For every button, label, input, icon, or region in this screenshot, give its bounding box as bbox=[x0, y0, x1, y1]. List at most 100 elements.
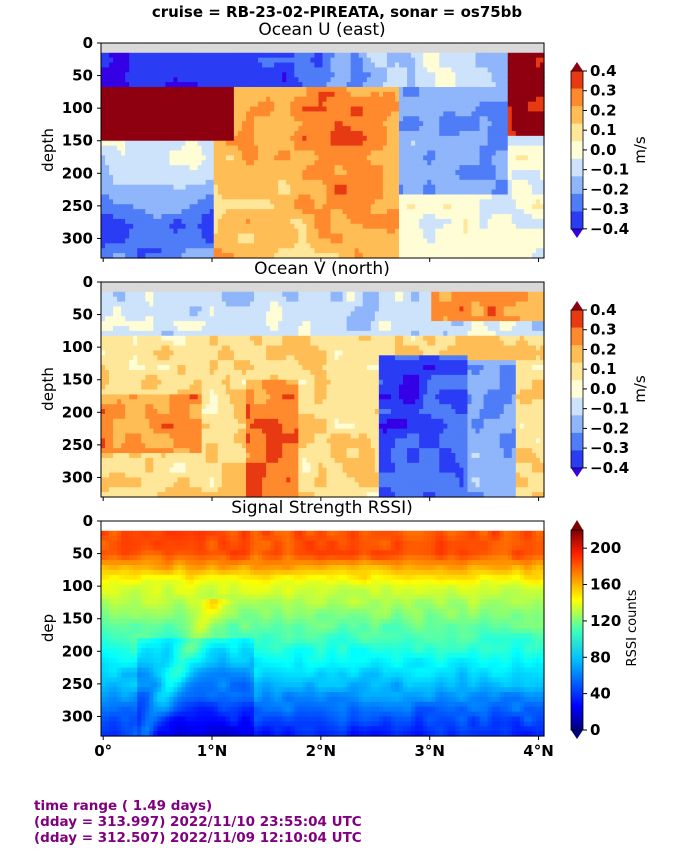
heatmap-cell bbox=[379, 175, 384, 180]
heatmap-cell bbox=[161, 126, 166, 131]
heatmap-cell bbox=[149, 238, 154, 243]
heatmap-cell bbox=[206, 102, 211, 107]
heatmap-cell bbox=[294, 155, 299, 160]
heatmap-cell bbox=[129, 238, 134, 243]
heatmap-cell bbox=[113, 97, 118, 102]
heatmap-cell bbox=[234, 248, 239, 253]
heatmap-cell bbox=[500, 204, 505, 209]
heatmap-cell bbox=[431, 229, 436, 234]
heatmap-cell bbox=[480, 82, 485, 87]
heatmap-cell bbox=[286, 97, 291, 102]
heatmap-cell bbox=[145, 180, 150, 185]
heatmap-cell bbox=[399, 204, 404, 209]
heatmap-cell bbox=[117, 53, 122, 58]
heatmap-cell bbox=[516, 111, 521, 116]
heatmap-cell bbox=[101, 390, 106, 395]
heatmap-cell bbox=[435, 199, 440, 204]
heatmap-cell bbox=[250, 111, 255, 116]
heatmap-cell bbox=[141, 229, 146, 234]
heatmap-cell bbox=[435, 234, 440, 239]
heatmap-cell bbox=[399, 190, 404, 195]
heatmap-cell bbox=[101, 297, 106, 302]
heatmap-cell bbox=[528, 194, 533, 199]
heatmap-cell bbox=[125, 209, 130, 214]
heatmap-cell bbox=[262, 131, 267, 136]
heatmap-cell bbox=[206, 63, 211, 68]
heatmap-cell bbox=[169, 131, 174, 136]
heatmap-cell bbox=[101, 102, 106, 107]
heatmap-cell bbox=[387, 199, 392, 204]
heatmap-cell bbox=[286, 155, 291, 160]
heatmap-cell bbox=[173, 131, 178, 136]
heatmap-cell bbox=[335, 67, 340, 72]
heatmap-cell bbox=[419, 170, 424, 175]
heatmap-cell bbox=[250, 155, 255, 160]
heatmap-cell bbox=[274, 194, 279, 199]
heatmap-cell bbox=[262, 48, 267, 53]
heatmap-cell bbox=[455, 48, 460, 53]
heatmap-cell bbox=[387, 48, 392, 53]
heatmap-cell bbox=[439, 107, 444, 112]
heatmap-cell bbox=[323, 53, 328, 58]
heatmap-cell bbox=[532, 53, 537, 58]
heatmap-cell bbox=[395, 48, 400, 53]
heatmap-cell bbox=[327, 53, 332, 58]
heatmap-cell bbox=[314, 141, 319, 146]
heatmap-cell bbox=[532, 160, 537, 165]
heatmap-cell bbox=[528, 141, 533, 146]
heatmap-cell bbox=[351, 107, 356, 112]
heatmap-cell bbox=[270, 170, 275, 175]
heatmap-cell bbox=[258, 165, 263, 170]
heatmap-cell bbox=[149, 111, 154, 116]
heatmap-cell bbox=[149, 87, 154, 92]
heatmap-cell bbox=[403, 180, 408, 185]
heatmap-cell bbox=[355, 131, 360, 136]
heatmap-cell bbox=[133, 116, 138, 121]
heatmap-cell bbox=[355, 58, 360, 63]
heatmap-cell bbox=[254, 121, 259, 126]
heatmap-cell bbox=[121, 126, 126, 131]
heatmap-cell bbox=[125, 82, 130, 87]
heatmap-cell bbox=[262, 204, 267, 209]
heatmap-cell bbox=[391, 77, 396, 82]
heatmap-cell bbox=[435, 107, 440, 112]
heatmap-cell bbox=[480, 160, 485, 165]
heatmap-cell bbox=[318, 116, 323, 121]
heatmap-cell bbox=[214, 48, 219, 53]
heatmap-cell bbox=[238, 229, 243, 234]
heatmap-cell bbox=[492, 146, 497, 151]
heatmap-cell bbox=[306, 229, 311, 234]
heatmap-cell bbox=[351, 146, 356, 151]
heatmap-cell bbox=[230, 131, 235, 136]
heatmap-cell bbox=[355, 180, 360, 185]
heatmap-cell bbox=[178, 234, 183, 239]
heatmap-cell bbox=[290, 170, 295, 175]
heatmap-cell bbox=[226, 141, 231, 146]
heatmap-cell bbox=[294, 194, 299, 199]
heatmap-cell bbox=[258, 209, 263, 214]
heatmap-cell bbox=[101, 194, 106, 199]
heatmap-cell bbox=[367, 116, 372, 121]
heatmap-cell bbox=[391, 67, 396, 72]
heatmap-cell bbox=[105, 336, 110, 341]
heatmap-cell bbox=[298, 199, 303, 204]
heatmap-cell bbox=[234, 151, 239, 156]
heatmap-cell bbox=[270, 194, 275, 199]
heatmap-cell bbox=[355, 155, 360, 160]
heatmap-cell bbox=[363, 165, 368, 170]
heatmap-cell bbox=[463, 160, 468, 165]
heatmap-cell bbox=[387, 209, 392, 214]
heatmap-cell bbox=[282, 199, 287, 204]
heatmap-cell bbox=[178, 180, 183, 185]
heatmap-cell bbox=[451, 48, 456, 53]
heatmap-cell bbox=[306, 82, 311, 87]
heatmap-cell bbox=[190, 180, 195, 185]
heatmap-cell bbox=[403, 155, 408, 160]
heatmap-cell bbox=[355, 126, 360, 131]
heatmap-cell bbox=[379, 170, 384, 175]
heatmap-cell bbox=[407, 131, 412, 136]
heatmap-cell bbox=[431, 67, 436, 72]
heatmap-cell bbox=[238, 234, 243, 239]
heatmap-cell bbox=[169, 151, 174, 156]
heatmap-cell bbox=[387, 53, 392, 58]
